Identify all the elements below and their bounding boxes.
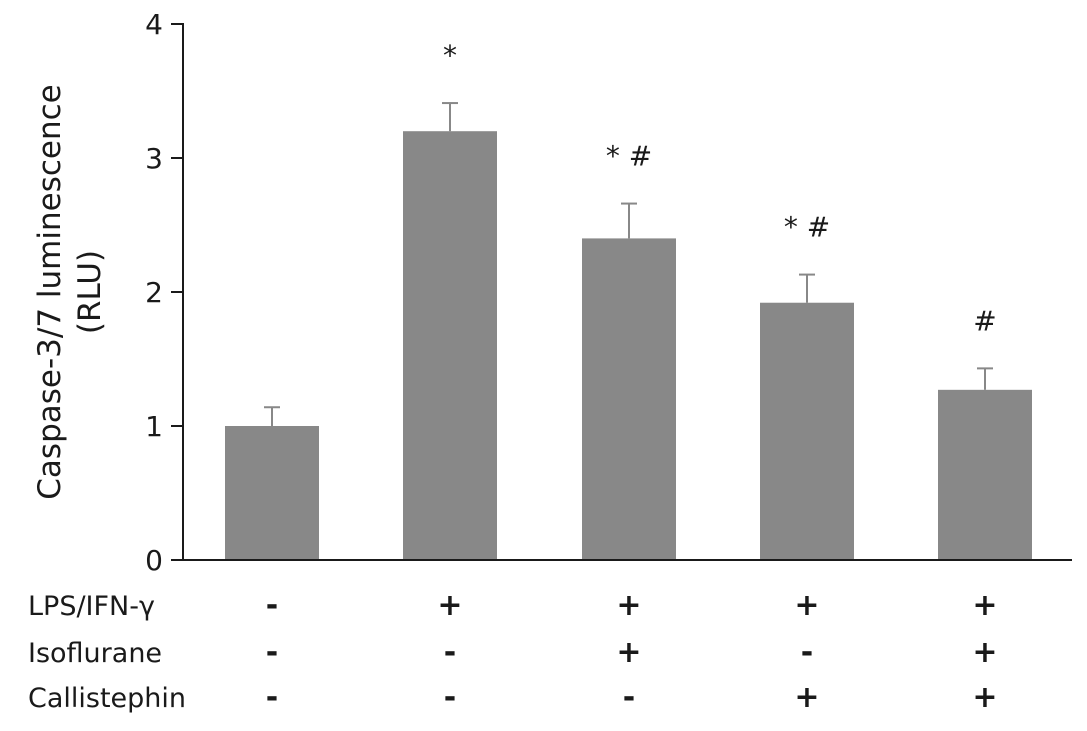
- annotation-2: *: [443, 39, 457, 72]
- condition-label-1: LPS/IFN-γ: [28, 591, 155, 622]
- condition-label-2: Isoflurane: [28, 638, 162, 669]
- y-axis-title: Caspase-3/7 luminescence (RLU): [32, 84, 108, 499]
- y-axis-title-line-1: Caspase-3/7 luminescence: [32, 84, 68, 499]
- bar-4: [760, 302, 854, 560]
- condition-2-sign-1: -: [266, 635, 278, 670]
- bars: [225, 131, 1032, 560]
- condition-label-3: Callistephin: [28, 683, 186, 714]
- condition-1-sign-5: +: [972, 588, 997, 623]
- annotation-3: * #: [606, 140, 652, 173]
- axes: 0 1 2 3 4: [145, 8, 1072, 577]
- condition-2-sign-4: -: [801, 635, 813, 670]
- y-tick-label-0: 0: [145, 544, 163, 577]
- condition-3-sign-5: +: [972, 680, 997, 715]
- condition-1-sign-2: +: [437, 588, 462, 623]
- condition-2-sign-2: -: [444, 635, 456, 670]
- annotation-4: * #: [784, 211, 830, 244]
- annotation-5: #: [973, 304, 996, 337]
- condition-2-sign-5: +: [972, 635, 997, 670]
- condition-1-sign-1: -: [266, 588, 278, 623]
- y-tick-label-1: 1: [145, 410, 163, 443]
- condition-table: LPS/IFN-γ - + + + + Isoflurane - - + - + Callistephi…: [28, 588, 998, 715]
- y-axis-title-line-2: (RLU): [72, 250, 108, 334]
- condition-3-sign-4: +: [794, 680, 819, 715]
- significance-annotations: * * # * # #: [443, 39, 997, 337]
- y-tick-label-3: 3: [145, 142, 163, 175]
- condition-3-sign-2: -: [444, 680, 456, 715]
- bar-5: [938, 389, 1032, 560]
- y-tick-label-4: 4: [145, 8, 163, 41]
- condition-3-sign-1: -: [266, 680, 278, 715]
- condition-1-sign-4: +: [794, 588, 819, 623]
- y-tick-label-2: 2: [145, 276, 163, 309]
- bar-1: [225, 426, 319, 560]
- condition-2-sign-3: +: [616, 635, 641, 670]
- error-bars: [264, 102, 993, 426]
- condition-3-sign-3: -: [623, 680, 635, 715]
- bar-2: [403, 131, 497, 560]
- condition-1-sign-3: +: [616, 588, 641, 623]
- bar-3: [582, 238, 676, 560]
